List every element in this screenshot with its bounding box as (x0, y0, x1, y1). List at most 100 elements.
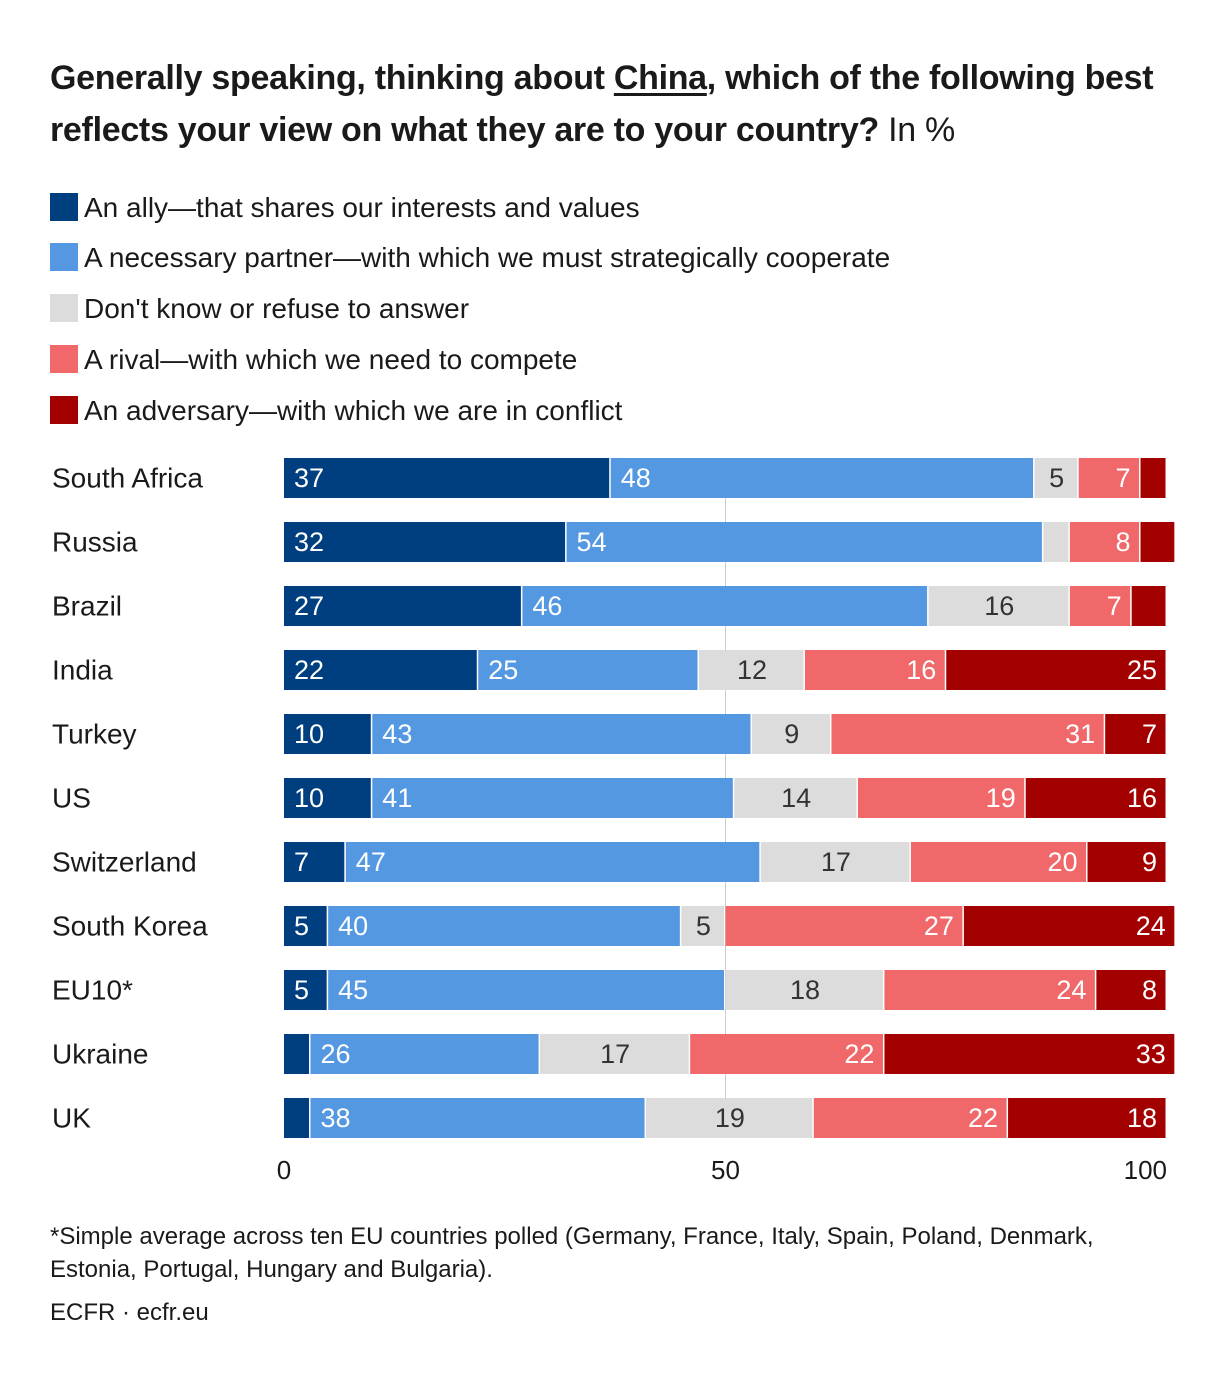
data-label-switzerland-dont-know: 17 (821, 847, 851, 877)
category-label-switzerland: Switzerland (52, 847, 197, 878)
data-label-eu10-dont-know: 18 (790, 975, 820, 1005)
bar-turkey-adversary (1105, 714, 1166, 754)
bar-uk-partner (310, 1098, 645, 1138)
category-label-turkey: Turkey (52, 719, 137, 750)
data-label-uk-partner: 38 (320, 1103, 350, 1133)
legend-label-dont-know: Don't know or refuse to answer (84, 293, 470, 324)
legend-label-adversary: An adversary—with which we are in confli… (84, 395, 623, 426)
bar-ukraine-partner (310, 1034, 539, 1074)
category-label-russia: Russia (52, 527, 138, 558)
bar-ukraine-rival (690, 1034, 883, 1074)
bar-russia-dont-know (1043, 522, 1069, 562)
data-label-us-ally: 10 (294, 783, 324, 813)
category-label-ukraine: Ukraine (52, 1039, 148, 1070)
data-label-south-korea-rival: 27 (924, 911, 954, 941)
bar-russia-ally (284, 522, 566, 562)
data-label-india-ally: 22 (294, 655, 324, 685)
data-label-south-africa-dont-know: 5 (1049, 463, 1064, 493)
bar-brazil-rival (1069, 586, 1131, 626)
data-label-ukraine-dont-know: 17 (600, 1039, 630, 1069)
bar-india-adversary (946, 650, 1166, 690)
data-label-india-partner: 25 (488, 655, 518, 685)
bar-south-africa-ally (284, 458, 610, 498)
legend-label-ally: An ally—that shares our interests and va… (84, 192, 640, 223)
bar-uk-ally (284, 1098, 309, 1138)
data-label-russia-partner: 54 (577, 527, 607, 557)
bar-south-africa-partner (610, 458, 1034, 498)
bar-ukraine-adversary (884, 1034, 1175, 1074)
bar-turkey-rival (831, 714, 1104, 754)
bar-south-korea-dont-know (681, 906, 724, 946)
bar-ukraine-dont-know (540, 1034, 689, 1074)
legend-swatch-partner (50, 243, 78, 271)
legend-item-adversary: An adversary—with which we are in confli… (50, 391, 950, 431)
data-label-us-partner: 41 (382, 783, 412, 813)
data-label-south-africa-partner: 48 (621, 463, 651, 493)
legend-swatch-dont-know (50, 294, 78, 322)
data-label-us-dont-know: 14 (781, 783, 811, 813)
category-label-south-korea: South Korea (52, 911, 208, 942)
data-label-india-adversary: 25 (1127, 655, 1157, 685)
bar-eu10-rival (884, 970, 1095, 1010)
category-label-south-africa: South Africa (52, 463, 203, 494)
bar-switzerland-partner (345, 842, 760, 882)
data-label-switzerland-ally: 7 (294, 847, 309, 877)
bar-south-korea-partner (328, 906, 680, 946)
bar-us-partner (372, 778, 733, 818)
data-label-ukraine-adversary: 33 (1136, 1039, 1166, 1069)
bar-brazil-dont-know (928, 586, 1069, 626)
legend-label-rival: A rival—with which we need to compete (84, 344, 578, 375)
data-label-russia-rival: 8 (1115, 527, 1130, 557)
data-label-us-rival: 19 (986, 783, 1016, 813)
bar-eu10-dont-know (725, 970, 883, 1010)
data-label-south-korea-dont-know: 5 (696, 911, 711, 941)
bar-turkey-dont-know (751, 714, 830, 754)
legend-swatch-ally (50, 193, 78, 221)
title-part1: Generally speaking, thinking about (50, 59, 614, 97)
category-label-us: US (52, 783, 91, 814)
bar-india-rival (804, 650, 945, 690)
data-label-turkey-dont-know: 9 (784, 719, 799, 749)
bar-switzerland-adversary (1087, 842, 1166, 882)
bar-south-africa-rival (1078, 458, 1140, 498)
bar-uk-rival (813, 1098, 1007, 1138)
bar-south-korea-rival (725, 906, 963, 946)
data-label-eu10-ally: 5 (294, 975, 309, 1005)
legend-item-rival: A rival—with which we need to compete (50, 340, 950, 380)
bar-eu10-partner (328, 970, 724, 1010)
chart-title: Generally speaking, thinking about China… (50, 52, 1190, 156)
legend-swatch-rival (50, 345, 78, 373)
x-tick-label-50: 50 (711, 1155, 740, 1185)
data-label-brazil-ally: 27 (294, 591, 324, 621)
bar-turkey-ally (284, 714, 371, 754)
bar-uk-adversary (1008, 1098, 1166, 1138)
bar-us-rival (857, 778, 1025, 818)
data-label-ukraine-partner: 26 (320, 1039, 350, 1069)
data-label-ukraine-rival: 22 (844, 1039, 874, 1069)
data-label-uk-adversary: 18 (1127, 1103, 1157, 1133)
bar-india-ally (284, 650, 477, 690)
bar-south-korea-ally (284, 906, 327, 946)
bar-russia-partner (566, 522, 1042, 562)
data-label-brazil-dont-know: 16 (984, 591, 1014, 621)
bar-russia-rival (1069, 522, 1140, 562)
data-label-us-adversary: 16 (1127, 783, 1157, 813)
footnote: *Simple average across ten EU countries … (50, 1223, 1094, 1283)
bar-us-ally (284, 778, 371, 818)
legend-swatch-adversary (50, 396, 78, 424)
data-label-switzerland-adversary: 9 (1142, 847, 1157, 877)
data-label-brazil-partner: 46 (532, 591, 562, 621)
data-label-switzerland-partner: 47 (356, 847, 386, 877)
bar-switzerland-rival (910, 842, 1087, 882)
category-label-eu10: EU10* (52, 975, 133, 1006)
bar-uk-dont-know (646, 1098, 813, 1138)
data-label-russia-ally: 32 (294, 527, 324, 557)
data-label-eu10-adversary: 8 (1142, 975, 1157, 1005)
data-label-eu10-rival: 24 (1056, 975, 1086, 1005)
data-label-uk-rival: 22 (968, 1103, 998, 1133)
data-label-turkey-partner: 43 (382, 719, 412, 749)
data-label-india-dont-know: 12 (737, 655, 767, 685)
legend-label-partner: A necessary partner—with which we must s… (84, 242, 891, 273)
bar-brazil-adversary (1131, 586, 1166, 626)
title-unit: In % (888, 111, 955, 149)
